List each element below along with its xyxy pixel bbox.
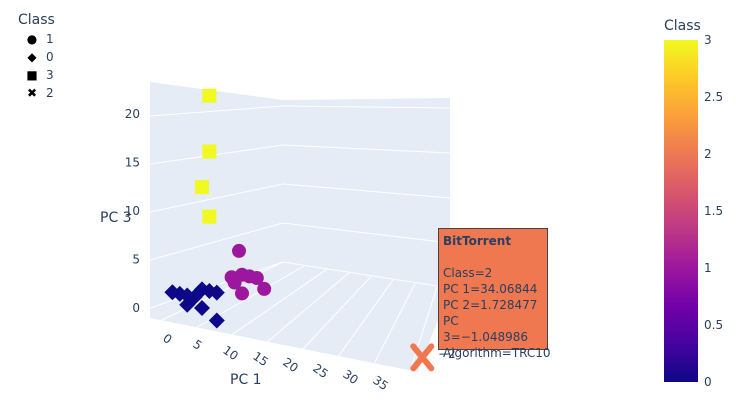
legend-item-3[interactable]: ■ 3 bbox=[18, 66, 55, 84]
z-tick-label: 5 bbox=[132, 253, 140, 267]
colorbar-tick-label: 2.5 bbox=[704, 90, 723, 104]
colorbar-tick-label: 1.5 bbox=[704, 204, 723, 218]
point-class-3[interactable] bbox=[202, 209, 217, 224]
colorbar-title: Class bbox=[664, 18, 701, 34]
point-class-0[interactable] bbox=[194, 300, 210, 316]
point-class-1[interactable] bbox=[232, 243, 246, 258]
point-class-2[interactable] bbox=[410, 343, 435, 372]
legend-label: 0 bbox=[46, 50, 54, 64]
legend-symbol-icon: ■ bbox=[26, 68, 38, 82]
x-tick-label: 10 bbox=[220, 343, 241, 363]
x-tick-label: 25 bbox=[310, 361, 331, 381]
hover-line: Algorithm=TRC10 bbox=[443, 346, 551, 360]
x-tick-label: 20 bbox=[280, 355, 301, 375]
colorbar-ticks: 0 0.5 1 1.5 2 2.5 3 bbox=[704, 33, 723, 389]
hover-line: PC 1=34.06844 bbox=[443, 282, 538, 296]
x-tick-label: 15 bbox=[250, 349, 271, 369]
point-class-3[interactable] bbox=[202, 88, 217, 103]
gridline-z bbox=[282, 183, 451, 199]
point-class-1[interactable] bbox=[257, 281, 272, 296]
gridline-x bbox=[337, 279, 394, 358]
gridline-z bbox=[282, 144, 451, 154]
x-tick-label: 35 bbox=[370, 373, 391, 393]
legend-item-2[interactable]: ✖ 2 bbox=[18, 84, 55, 102]
hover-title: BitTorrent bbox=[443, 234, 512, 248]
colorbar-tick-label: 3 bbox=[704, 33, 712, 47]
gridline-z bbox=[149, 144, 284, 165]
x-tick-label: 0 bbox=[160, 331, 174, 347]
hover-line: Class=2 bbox=[443, 266, 493, 280]
colorbar-tick-label: 0 bbox=[704, 375, 712, 389]
x-tick-label: 30 bbox=[340, 367, 361, 387]
hover-line: PC 3=−1.048986 bbox=[443, 314, 529, 344]
hover-line: PC 2=1.728477 bbox=[443, 298, 538, 312]
z-tick-label: 10 bbox=[125, 204, 140, 218]
point-class-3[interactable] bbox=[195, 180, 209, 195]
point-class-1[interactable] bbox=[249, 271, 264, 285]
point-class-3[interactable] bbox=[202, 144, 217, 159]
point-class-0[interactable] bbox=[208, 284, 225, 301]
gridline-z bbox=[282, 105, 451, 109]
gridline-z bbox=[282, 222, 451, 244]
z-axis-title: PC 3 bbox=[100, 210, 132, 226]
legend-item-1[interactable]: ● 1 bbox=[18, 30, 55, 48]
hover-tooltip: BitTorrent Class=2 PC 1=34.06844 PC 2=1.72… bbox=[438, 228, 551, 360]
colorbar-tick-label: 0.5 bbox=[704, 318, 723, 332]
x-axis-title: PC 1 bbox=[230, 372, 262, 388]
gridline-x bbox=[265, 272, 350, 344]
y-tick-label: −2 bbox=[438, 347, 456, 361]
legend-title: Class bbox=[18, 12, 55, 28]
z-tick-label: 20 bbox=[125, 107, 140, 121]
legend-label: 1 bbox=[46, 32, 54, 46]
gridline-z bbox=[149, 183, 284, 213]
gridline-x bbox=[373, 283, 416, 365]
gridline-x bbox=[229, 268, 328, 337]
data-marks bbox=[164, 88, 435, 372]
gridline-x bbox=[409, 287, 438, 372]
gridline-z bbox=[282, 261, 451, 289]
back-wall-right bbox=[283, 98, 450, 288]
colorbar-tick-label: 1 bbox=[704, 261, 712, 275]
legend-symbol-icon: ● bbox=[26, 32, 38, 46]
legend-item-0[interactable]: ◆ 0 bbox=[18, 48, 55, 66]
gridline-z bbox=[149, 222, 284, 261]
x-tick-label: 5 bbox=[190, 337, 204, 353]
point-class-0[interactable] bbox=[208, 312, 225, 329]
legend-label: 2 bbox=[46, 86, 54, 100]
legend: Class ● 1 ◆ 0 ■ 3 ✖ 2 bbox=[18, 12, 55, 102]
z-tick-label: 15 bbox=[125, 156, 140, 170]
legend-symbol-icon: ◆ bbox=[27, 50, 37, 64]
legend-label: 3 bbox=[46, 68, 54, 82]
point-class-0[interactable] bbox=[179, 296, 196, 313]
z-tick-label: 0 bbox=[132, 301, 140, 315]
gridline-z bbox=[149, 105, 284, 117]
gridline-x bbox=[301, 276, 372, 351]
point-class-1[interactable] bbox=[235, 286, 249, 301]
back-wall-left bbox=[150, 82, 283, 318]
colorbar-tick-label: 2 bbox=[704, 147, 712, 161]
legend-symbol-icon: ✖ bbox=[26, 86, 38, 100]
colorbar bbox=[664, 40, 698, 382]
point-class-1[interactable] bbox=[227, 275, 242, 290]
